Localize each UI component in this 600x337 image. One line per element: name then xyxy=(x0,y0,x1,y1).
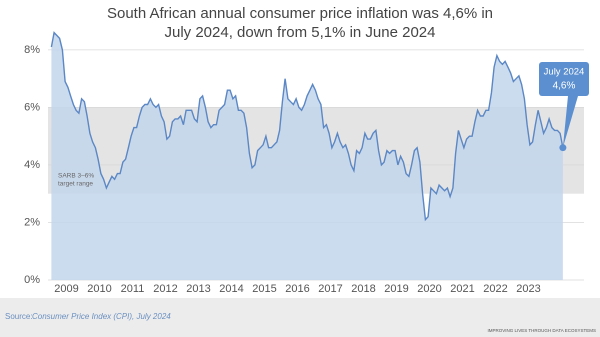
chart-title: July 2024, down from 5,1% in June 2024 xyxy=(164,24,435,41)
x-tick-label: 2016 xyxy=(285,283,309,295)
x-tick-label: 2020 xyxy=(417,283,441,295)
x-tick-label: 2015 xyxy=(252,283,276,295)
y-tick-label: 0% xyxy=(24,274,40,286)
footer-strip xyxy=(0,298,600,337)
x-tick-label: 2009 xyxy=(54,283,78,295)
y-tick-label: 4% xyxy=(24,159,40,171)
area-fill xyxy=(51,32,563,280)
x-tick-label: 2022 xyxy=(483,283,507,295)
area-line xyxy=(50,31,564,222)
x-tick-label: 2019 xyxy=(384,283,408,295)
callout-value: 4,6% xyxy=(553,81,576,92)
footer-text: IMPROVING LIVES THROUGH DATA ECOSYSTEMS xyxy=(487,328,596,333)
source-prefix: Source: xyxy=(5,312,33,321)
callout-box xyxy=(539,62,589,96)
callout-date: July 2024 xyxy=(544,67,585,78)
x-tick-label: 2023 xyxy=(516,283,540,295)
x-tick-label: 2018 xyxy=(351,283,375,295)
x-tick-label: 2011 xyxy=(121,283,145,295)
last-point xyxy=(559,144,567,152)
band-label: target range xyxy=(58,181,93,188)
x-tick-label: 2021 xyxy=(450,283,474,295)
y-tick-label: 8% xyxy=(24,44,40,56)
y-tick-label: 6% xyxy=(24,101,40,113)
callout-pointer xyxy=(562,96,578,148)
band-label: SARB 3–6% xyxy=(58,173,94,180)
source-text: Consumer Price Index (CPI), July 2024 xyxy=(32,312,171,321)
x-tick-label: 2012 xyxy=(153,283,177,295)
x-tick-label: 2013 xyxy=(186,283,210,295)
y-tick-label: 2% xyxy=(24,216,40,228)
x-tick-label: 2014 xyxy=(219,283,243,295)
x-tick-label: 2017 xyxy=(318,283,342,295)
chart-title: South African annual consumer price infl… xyxy=(107,5,493,22)
x-tick-label: 2010 xyxy=(87,283,111,295)
